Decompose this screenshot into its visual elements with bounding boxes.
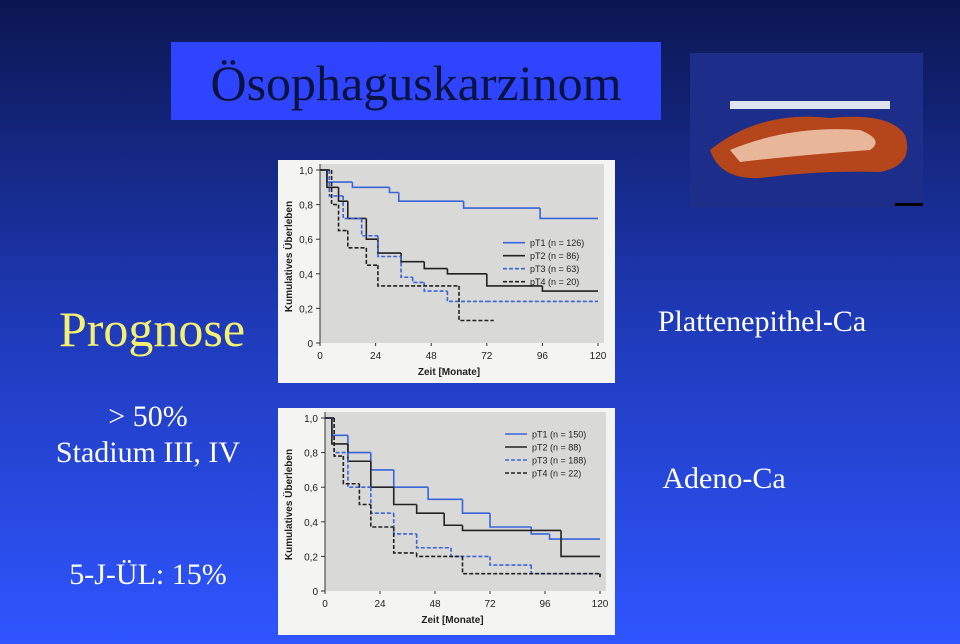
survival-step: [392, 526, 417, 554]
y-tick-label: 0,4: [299, 270, 313, 281]
survival-step: [392, 487, 417, 506]
text-line: 5-J-ÜL: 15%: [69, 558, 226, 591]
legend-label: pT2 (n = 88): [532, 443, 581, 453]
survival-step: [486, 273, 543, 287]
heading: Prognose: [59, 301, 245, 357]
y-axis-label: Kumulatives Überleben: [282, 449, 295, 560]
y-tick-label: 0,6: [304, 483, 318, 494]
x-tick-label: 48: [429, 599, 441, 610]
survival-step: [330, 170, 339, 206]
y-tick-label: 0,8: [299, 201, 313, 212]
x-tick-label: 0: [317, 351, 323, 362]
survival-step: [388, 187, 399, 194]
survival-step: [415, 533, 452, 549]
survival-step: [397, 192, 464, 202]
y-tick-label: 1,0: [299, 166, 313, 177]
x-axis-label: Zeit [Monate]: [421, 615, 483, 626]
survival-step: [446, 291, 487, 303]
y-axis-label: Kumulatives Überleben: [282, 201, 295, 312]
x-tick-label: 0: [322, 599, 328, 610]
plot-area: [325, 412, 606, 591]
x-tick-label: 120: [592, 599, 609, 610]
survival-step: [541, 285, 598, 292]
x-tick-label: 24: [370, 351, 382, 362]
survival-step: [458, 285, 494, 322]
y-tick-label: 0: [312, 587, 318, 598]
survival-step: [427, 487, 463, 501]
y-tick-label: 1,0: [304, 414, 318, 425]
specimen-photo: [690, 53, 923, 207]
legend-label: pT1 (n = 126): [530, 238, 584, 248]
survival-step: [489, 513, 532, 528]
y-tick-label: 0,2: [299, 304, 313, 315]
survival-step: [333, 418, 344, 457]
survival-step: [342, 456, 360, 485]
survival-step: [461, 525, 545, 532]
x-tick-label: 72: [484, 599, 496, 610]
survival-step: [337, 187, 348, 202]
x-tick-label: 96: [539, 599, 551, 610]
survival-step: [370, 504, 394, 528]
survival-step: [530, 526, 550, 535]
text-line: Stadium III, IV: [56, 436, 240, 469]
survival-step: [326, 170, 339, 189]
chart: 0 0,2 0,4 0,6 0,8 1,0 0 24 48 72 96 120 Zeit [Monate…: [278, 408, 615, 635]
survival-step: [489, 556, 532, 566]
legend-label: pT3 (n = 63): [530, 264, 579, 274]
title-box: [171, 42, 661, 120]
survival-step: [365, 218, 378, 240]
x-tick-label: 24: [374, 599, 386, 610]
survival-step: [328, 170, 344, 197]
survival-step: [443, 513, 463, 527]
survival-step: [351, 182, 390, 189]
survival-step: [331, 418, 348, 445]
survival-step: [461, 556, 600, 575]
scale-bar: [895, 203, 923, 206]
tissue-inner: [730, 129, 876, 162]
survival-step: [461, 499, 490, 514]
x-axis-label: Zeit [Monate]: [418, 367, 480, 378]
legend-label: pT1 (n = 150): [532, 430, 586, 440]
survival-step: [415, 552, 463, 558]
survival-step: [365, 247, 378, 266]
survival-step: [415, 504, 445, 514]
survival-step: [539, 208, 598, 220]
survival-step: [462, 201, 541, 209]
survival-step: [560, 530, 600, 558]
survival-step: [342, 195, 362, 220]
y-tick-label: 0,4: [304, 518, 318, 529]
survival-step: [446, 268, 487, 275]
chart-label: Plattenepithel-Ca: [658, 305, 866, 338]
survival-step: [400, 256, 413, 279]
survival-step: [333, 418, 348, 454]
survival-step: [377, 235, 402, 258]
title: Ösophaguskarzinom: [210, 55, 621, 111]
x-tick-label: 48: [426, 351, 438, 362]
x-tick-label: 96: [537, 351, 549, 362]
survival-step: [411, 277, 425, 284]
survival-step: [548, 533, 600, 540]
survival-step: [347, 452, 371, 488]
x-tick-label: 72: [481, 351, 493, 362]
text-line: > 50%: [108, 400, 187, 433]
y-tick-label: 0,2: [304, 552, 318, 563]
survival-step: [423, 261, 448, 270]
ruler: [730, 101, 890, 109]
chart: 0 0,2 0,4 0,6 0,8 1,0 0 24 48 72 96 120 Zeit [Monate…: [278, 160, 615, 383]
legend-label: pT4 (n = 22): [532, 469, 581, 479]
survival-step: [337, 204, 348, 232]
y-tick-label: 0,6: [299, 235, 313, 246]
y-tick-label: 0: [307, 339, 313, 350]
x-tick-label: 120: [590, 351, 607, 362]
legend-label: pT3 (n = 188): [532, 456, 586, 466]
legend-label: pT2 (n = 86): [530, 251, 579, 261]
survival-step: [358, 483, 371, 506]
y-tick-label: 0,8: [304, 449, 318, 460]
survival-step: [377, 265, 448, 287]
chart-label: Adeno-Ca: [662, 462, 785, 495]
plot-area: [320, 164, 604, 343]
legend-label: pT4 (n = 20): [530, 277, 579, 287]
